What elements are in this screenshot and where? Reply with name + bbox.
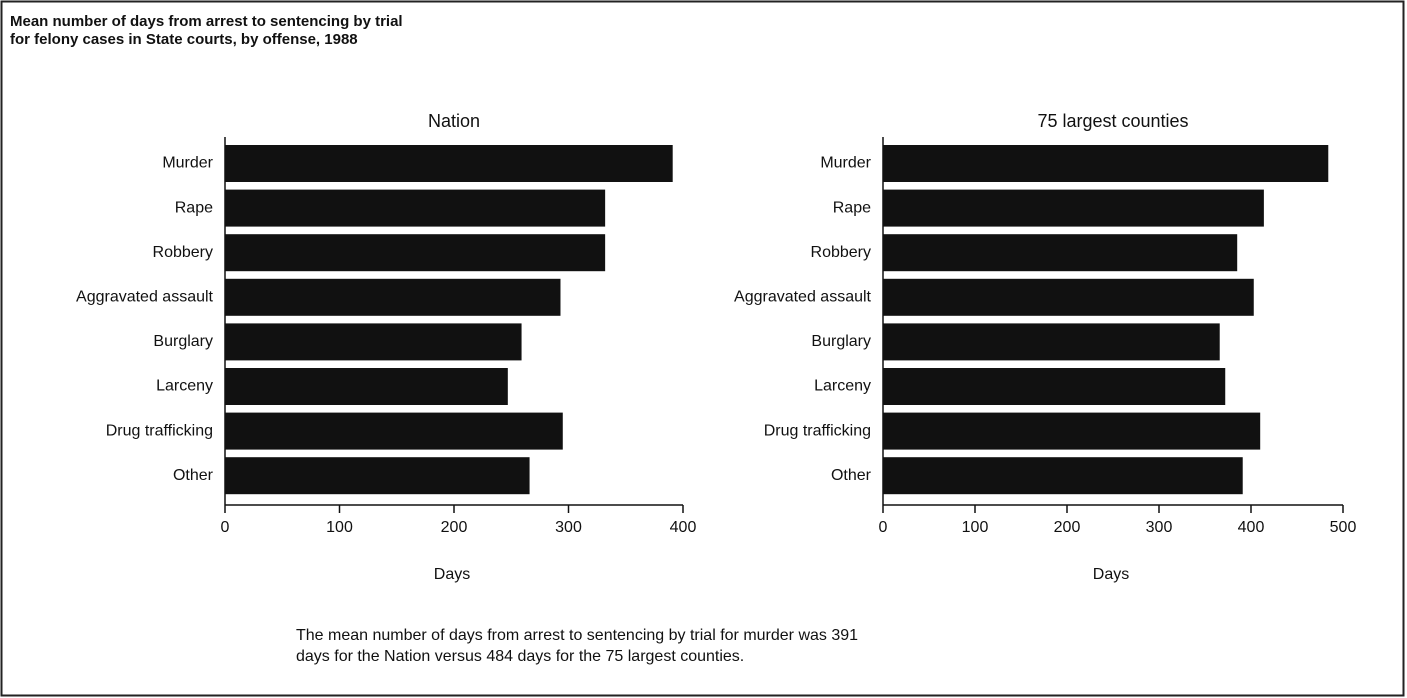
bar [883, 278, 1254, 316]
y-tick-label: Larceny [156, 378, 213, 395]
y-tick-label: Other [831, 467, 872, 484]
x-tick-label: 0 [221, 519, 230, 536]
x-tick-label: 200 [441, 519, 468, 536]
bar [225, 457, 530, 495]
bar [883, 457, 1243, 495]
bar [883, 234, 1238, 272]
bar [225, 323, 522, 361]
page-title: for felony cases in State courts, by off… [10, 31, 358, 48]
x-tick-label: 100 [962, 519, 989, 536]
y-tick-label: Burglary [153, 333, 213, 350]
panel-title: Nation [428, 111, 480, 131]
x-tick-label: 400 [1238, 519, 1265, 536]
y-tick-label: Aggravated assault [734, 289, 872, 306]
x-tick-label: 100 [326, 519, 353, 536]
caption: days for the Nation versus 484 days for … [296, 648, 744, 665]
y-tick-label: Other [173, 467, 214, 484]
y-tick-label: Rape [833, 199, 871, 216]
bar [225, 278, 561, 316]
x-tick-label: 300 [1146, 519, 1173, 536]
bar [883, 412, 1261, 450]
bar [225, 412, 563, 450]
x-tick-label: 0 [879, 519, 888, 536]
x-axis-label: Days [434, 566, 470, 583]
y-tick-label: Larceny [814, 378, 871, 395]
panel-title: 75 largest counties [1037, 111, 1188, 131]
y-tick-label: Drug trafficking [106, 422, 213, 439]
y-tick-label: Burglary [811, 333, 871, 350]
bar [225, 368, 508, 405]
x-tick-label: 400 [670, 519, 697, 536]
bar [225, 189, 606, 227]
bar [883, 323, 1220, 361]
y-tick-label: Robbery [811, 244, 871, 261]
y-tick-label: Robbery [153, 244, 213, 261]
y-tick-label: Murder [162, 155, 213, 172]
caption: The mean number of days from arrest to s… [296, 627, 858, 644]
page-title: Mean number of days from arrest to sente… [10, 13, 403, 30]
x-tick-label: 200 [1054, 519, 1081, 536]
bar [883, 189, 1264, 227]
bar [225, 145, 673, 182]
y-tick-label: Aggravated assault [76, 289, 214, 306]
x-axis-label: Days [1093, 566, 1129, 583]
x-tick-label: 500 [1330, 519, 1357, 536]
x-tick-label: 300 [555, 519, 582, 536]
bar [225, 234, 606, 272]
y-tick-label: Murder [820, 155, 871, 172]
y-tick-label: Rape [175, 199, 213, 216]
y-tick-label: Drug trafficking [764, 422, 871, 439]
bar [883, 368, 1226, 405]
bar [883, 145, 1329, 182]
